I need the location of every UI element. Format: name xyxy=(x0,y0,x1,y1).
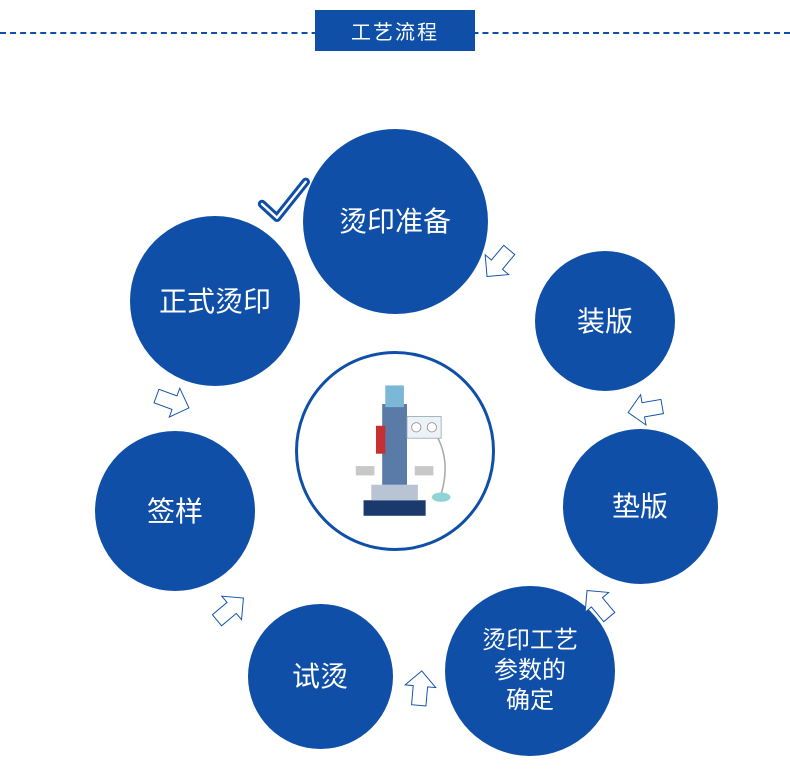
header-title: 工艺流程 xyxy=(315,10,475,51)
completion-check-icon xyxy=(253,171,313,231)
machine-illustration xyxy=(317,373,472,528)
flow-arrow-5 xyxy=(194,577,262,645)
flow-arrow-2 xyxy=(620,381,676,437)
process-node-label: 垫版 xyxy=(602,489,678,524)
process-node-2: 装版 xyxy=(535,251,675,391)
process-node-5: 试烫 xyxy=(248,604,393,749)
process-node-label: 烫印准备 xyxy=(329,204,461,239)
process-node-label: 烫印工艺 参数的 确定 xyxy=(472,626,588,716)
process-cycle-diagram: 烫印准备装版垫版烫印工艺 参数的 确定 试烫 签样 正式烫印 xyxy=(0,51,790,771)
process-node-label: 签样 xyxy=(137,494,213,529)
process-node-label: 装版 xyxy=(567,304,643,339)
process-node-6: 签样 xyxy=(95,431,255,591)
flow-arrow-4 xyxy=(394,665,446,717)
process-node-label: 正式烫印 xyxy=(149,284,281,319)
process-node-7: 正式烫印 xyxy=(130,216,300,386)
process-node-3: 垫版 xyxy=(563,429,718,584)
process-node-label: 试烫 xyxy=(282,659,358,694)
process-node-1: 烫印准备 xyxy=(303,129,488,314)
center-machine-ring xyxy=(295,351,495,551)
